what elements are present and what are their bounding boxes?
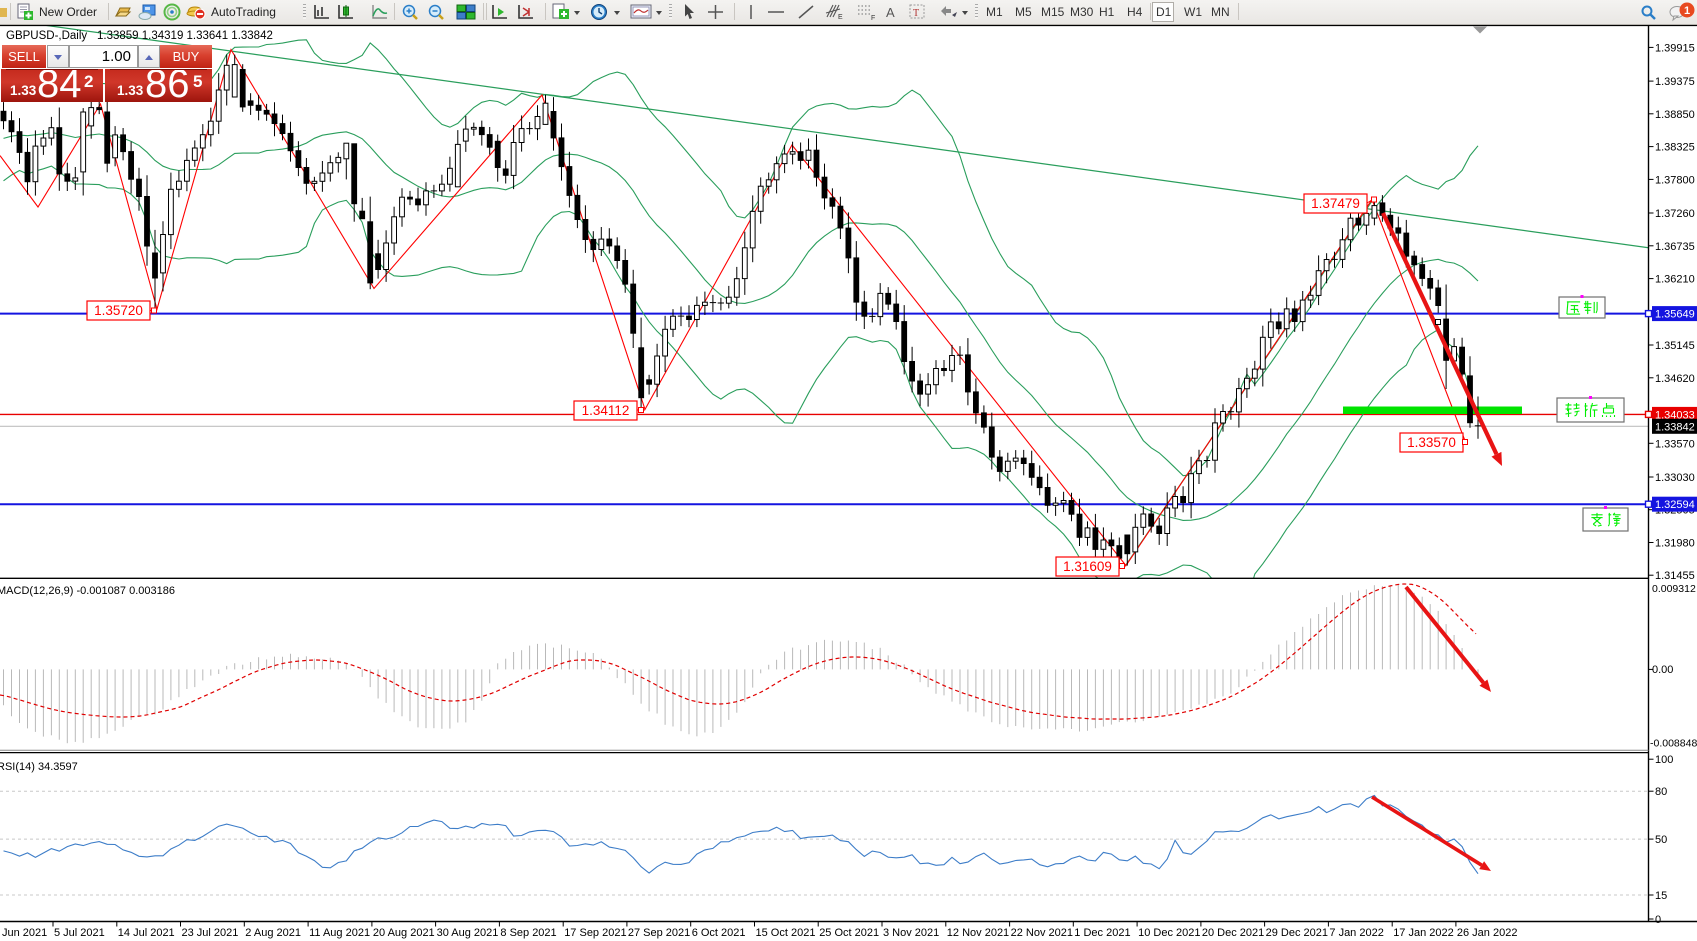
svg-text:1.31609: 1.31609 [1063, 559, 1112, 574]
svg-text:0: 0 [1655, 914, 1661, 926]
svg-text:14 Jul 2021: 14 Jul 2021 [118, 927, 175, 939]
svg-text:17 Jan 2022: 17 Jan 2022 [1393, 927, 1454, 939]
svg-text:1.37800: 1.37800 [1655, 174, 1695, 186]
svg-text:1 Dec 2021: 1 Dec 2021 [1074, 927, 1130, 939]
svg-text:11 Aug 2021: 11 Aug 2021 [309, 927, 370, 939]
svg-text:1.33570: 1.33570 [1655, 438, 1695, 450]
svg-text:0.009312: 0.009312 [1652, 583, 1696, 595]
svg-text:6 Oct 2021: 6 Oct 2021 [692, 927, 746, 939]
svg-text:1.34033: 1.34033 [1655, 409, 1695, 421]
svg-text:-0.008848: -0.008848 [1650, 738, 1697, 750]
svg-text:23 Jul 2021: 23 Jul 2021 [182, 927, 239, 939]
svg-text:1.35145: 1.35145 [1655, 340, 1695, 352]
svg-text:20 Aug 2021: 20 Aug 2021 [373, 927, 435, 939]
svg-text:1.31455: 1.31455 [1655, 570, 1695, 582]
svg-text:1.39375: 1.39375 [1655, 76, 1695, 88]
svg-text:Jun 2021: Jun 2021 [2, 927, 47, 939]
svg-text:E: E [838, 14, 843, 21]
svg-text:17 Sep 2021: 17 Sep 2021 [564, 927, 626, 939]
svg-text:50: 50 [1655, 834, 1667, 846]
svg-text:80: 80 [1655, 786, 1667, 798]
svg-text:20 Dec 2021: 20 Dec 2021 [1202, 927, 1264, 939]
svg-text:1.37479: 1.37479 [1311, 196, 1360, 211]
svg-text:1.33842: 1.33842 [1655, 421, 1695, 433]
svg-text:8 Sep 2021: 8 Sep 2021 [500, 927, 556, 939]
svg-text:25 Oct 2021: 25 Oct 2021 [819, 927, 879, 939]
svg-text:3 Nov 2021: 3 Nov 2021 [883, 927, 939, 939]
svg-text:22 Nov 2021: 22 Nov 2021 [1011, 927, 1073, 939]
svg-text:GBPUSD-,Daily: GBPUSD-,Daily [6, 30, 87, 42]
svg-text:1.35649: 1.35649 [1655, 309, 1695, 321]
svg-text:12 Nov 2021: 12 Nov 2021 [947, 927, 1009, 939]
svg-text:1.32594: 1.32594 [1655, 499, 1695, 511]
svg-text:MACD(12,26,9) -0.001087 0.0031: MACD(12,26,9) -0.001087 0.003186 [0, 585, 175, 597]
svg-text:0.00: 0.00 [1652, 664, 1673, 676]
svg-text:1.34112: 1.34112 [582, 403, 630, 418]
svg-text:5 Jul 2021: 5 Jul 2021 [54, 927, 105, 939]
svg-text:1.36210: 1.36210 [1655, 274, 1695, 286]
svg-text:15: 15 [1655, 890, 1667, 902]
svg-text:1.35720: 1.35720 [94, 303, 143, 318]
svg-text:F: F [871, 15, 875, 21]
svg-text:RSI(14) 34.3597: RSI(14) 34.3597 [0, 761, 78, 773]
svg-text:15 Oct 2021: 15 Oct 2021 [756, 927, 816, 939]
svg-text:26 Jan 2022: 26 Jan 2022 [1457, 927, 1518, 939]
svg-text:10 Dec 2021: 10 Dec 2021 [1138, 927, 1200, 939]
svg-text:1.33030: 1.33030 [1655, 472, 1695, 484]
svg-text:1.36735: 1.36735 [1655, 241, 1695, 253]
svg-text:1.33570: 1.33570 [1407, 435, 1456, 450]
svg-text:T: T [913, 8, 919, 19]
svg-text:1.34620: 1.34620 [1655, 373, 1695, 385]
svg-text:29 Dec 2021: 29 Dec 2021 [1266, 927, 1328, 939]
svg-text:2 Aug 2021: 2 Aug 2021 [245, 927, 301, 939]
svg-text:1: 1 [1684, 5, 1690, 17]
svg-text:1.38325: 1.38325 [1655, 142, 1695, 154]
svg-text:100: 100 [1655, 754, 1673, 766]
svg-text:1.37260: 1.37260 [1655, 208, 1695, 220]
svg-text:1.31980: 1.31980 [1655, 538, 1695, 550]
svg-text:30 Aug 2021: 30 Aug 2021 [437, 927, 499, 939]
svg-text:1.33859 1.34319 1.33641 1.3384: 1.33859 1.34319 1.33641 1.33842 [97, 30, 273, 42]
svg-text:1.38850: 1.38850 [1655, 109, 1695, 121]
svg-text:7 Jan 2022: 7 Jan 2022 [1329, 927, 1383, 939]
svg-text:27 Sep 2021: 27 Sep 2021 [628, 927, 690, 939]
svg-text:1.39915: 1.39915 [1655, 42, 1695, 54]
